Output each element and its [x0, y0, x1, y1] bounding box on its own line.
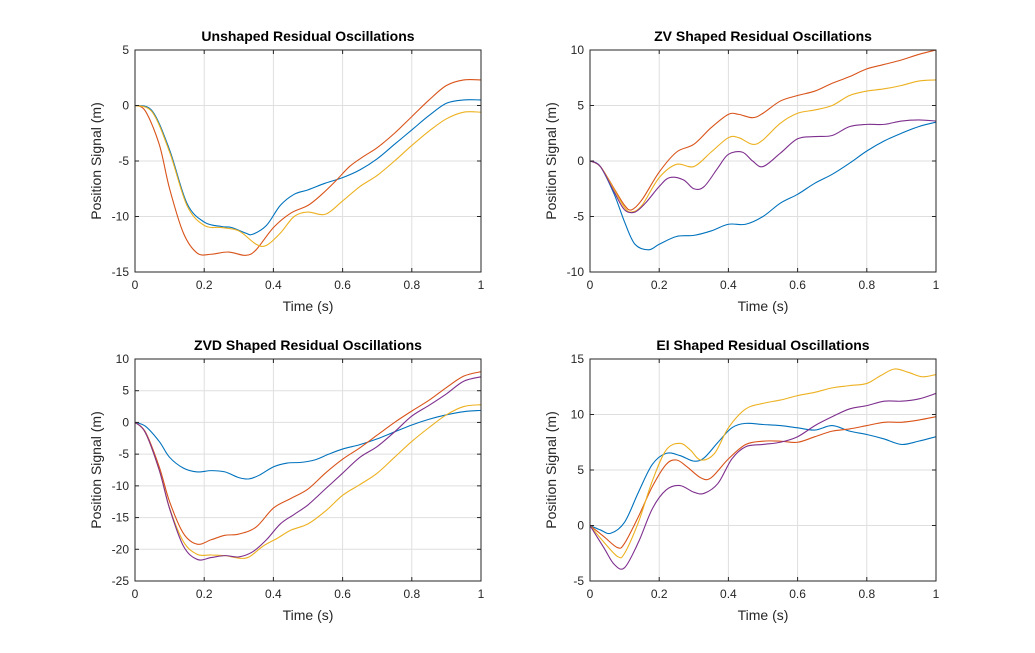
- plot-area: [135, 359, 481, 581]
- series-line-1: [590, 422, 936, 535]
- x-tick-label: 0.8: [858, 278, 875, 292]
- x-tick-label: 0: [587, 278, 594, 292]
- x-tick-label: 0.2: [651, 278, 668, 292]
- x-tick-label: 0.8: [858, 587, 875, 601]
- y-tick-label: -15: [112, 511, 130, 525]
- series-line-2: [590, 50, 936, 211]
- series-line-2: [590, 416, 936, 549]
- y-tick-label: 5: [122, 43, 129, 57]
- x-tick-label: 0.6: [334, 278, 351, 292]
- x-tick-label: 0.4: [720, 587, 737, 601]
- y-tick-label: 5: [577, 463, 584, 477]
- y-axis-label: Position Signal (m): [88, 102, 104, 220]
- x-tick-label: 1: [478, 587, 485, 601]
- y-tick-label: -5: [118, 447, 129, 461]
- series-line-3: [135, 404, 481, 559]
- x-axis-label: Time (s): [738, 607, 789, 623]
- y-tick-label: -10: [567, 265, 585, 279]
- y-tick-label: 10: [571, 408, 585, 422]
- y-tick-label: -20: [112, 542, 130, 556]
- x-tick-label: 0: [587, 587, 594, 601]
- series-line-1: [135, 409, 481, 480]
- x-tick-label: 0.4: [720, 278, 737, 292]
- y-tick-label: 0: [577, 519, 584, 533]
- x-axis-label: Time (s): [283, 607, 334, 623]
- series-line-4: [135, 376, 481, 561]
- series-line-3: [135, 104, 481, 248]
- y-tick-label: -15: [112, 265, 130, 279]
- x-tick-label: 1: [478, 278, 485, 292]
- axes-box: [134, 358, 482, 582]
- series-line-3: [590, 79, 936, 213]
- x-tick-label: 0.4: [265, 587, 282, 601]
- y-tick-label: 0: [577, 154, 584, 168]
- series-line-1: [590, 121, 936, 251]
- y-tick-label: 0: [122, 415, 129, 429]
- series-line-2: [135, 79, 481, 256]
- series-line-3: [590, 368, 936, 559]
- y-tick-label: 10: [116, 352, 130, 366]
- y-tick-label: 0: [122, 99, 129, 113]
- chart-title: ZVD Shaped Residual Oscillations: [194, 337, 422, 353]
- y-axis-label: Position Signal (m): [88, 411, 104, 529]
- chart-title: Unshaped Residual Oscillations: [201, 28, 414, 44]
- y-tick-label: -10: [112, 479, 130, 493]
- y-tick-label: -25: [112, 574, 130, 588]
- x-axis-label: Time (s): [738, 298, 789, 314]
- x-tick-label: 0.6: [789, 278, 806, 292]
- x-tick-label: 0.4: [265, 278, 282, 292]
- y-axis-label: Position Signal (m): [543, 102, 559, 220]
- x-tick-label: 0.2: [651, 587, 668, 601]
- x-tick-label: 0.8: [403, 278, 420, 292]
- y-axis-label: Position Signal (m): [543, 411, 559, 529]
- x-tick-label: 0: [132, 587, 139, 601]
- x-tick-label: 1: [933, 587, 940, 601]
- chart-title: EI Shaped Residual Oscillations: [656, 337, 869, 353]
- subplot-3: 0 0.2 0.4 0.6 0.8 1 -25 -20 -15 -10 -5 0 5 10 ZVD Shap…: [88, 337, 485, 623]
- x-tick-label: 0.6: [789, 587, 806, 601]
- y-tick-label: -5: [118, 154, 129, 168]
- x-tick-label: 0.2: [196, 278, 213, 292]
- y-tick-label: 5: [577, 99, 584, 113]
- series-line-4: [590, 392, 936, 570]
- series-line-2: [135, 371, 481, 545]
- y-tick-label: 15: [571, 352, 585, 366]
- y-tick-label: -10: [112, 210, 130, 224]
- x-tick-label: 0: [132, 278, 139, 292]
- x-tick-label: 0.6: [334, 587, 351, 601]
- y-tick-label: 10: [571, 43, 585, 57]
- x-tick-label: 0.8: [403, 587, 420, 601]
- series-line-1: [135, 99, 481, 236]
- y-tick-label: 5: [122, 384, 129, 398]
- x-tick-label: 0.2: [196, 587, 213, 601]
- series-line-4: [590, 119, 936, 214]
- y-tick-label: -5: [573, 210, 584, 224]
- chart-title: ZV Shaped Residual Oscillations: [654, 28, 872, 44]
- x-axis-label: Time (s): [283, 298, 334, 314]
- subplot-1: 0 0.2 0.4 0.6 0.8 1 -15 -10 -5 0 5 Unshaped Residua…: [88, 28, 485, 314]
- x-tick-label: 1: [933, 278, 940, 292]
- y-tick-label: -5: [573, 574, 584, 588]
- subplot-2: 0 0.2 0.4 0.6 0.8 1 -10 -5 0 5 10 ZV Shaped Residua…: [543, 28, 940, 314]
